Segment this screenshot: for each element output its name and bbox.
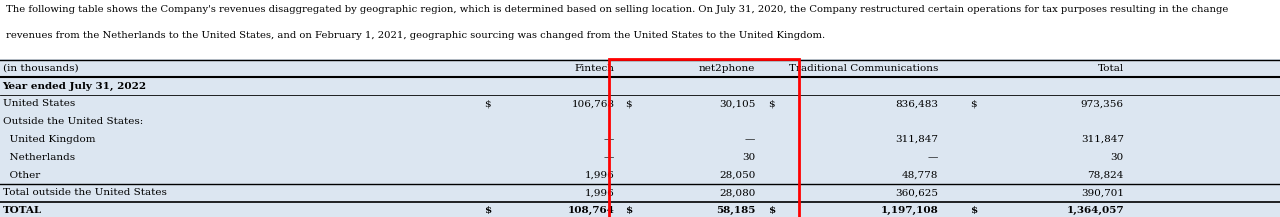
Text: 311,847: 311,847 [895, 135, 938, 144]
Text: Traditional Communications: Traditional Communications [788, 64, 938, 73]
Text: —: — [604, 153, 614, 162]
Text: $: $ [970, 206, 978, 215]
Text: 106,768: 106,768 [571, 99, 614, 108]
Bar [0, 113, 1280, 131]
Text: $: $ [484, 206, 492, 215]
Bar [0, 184, 1280, 202]
Bar [609, 59, 799, 217]
Text: $: $ [768, 99, 774, 108]
Text: TOTAL: TOTAL [3, 206, 42, 215]
Text: 836,483: 836,483 [895, 99, 938, 108]
Text: 973,356: 973,356 [1080, 99, 1124, 108]
Text: Total outside the United States: Total outside the United States [3, 188, 166, 197]
Text: The following table shows the Company's revenues disaggregated by geographic reg: The following table shows the Company's … [6, 5, 1229, 14]
Bar [0, 166, 1280, 184]
Bar [0, 202, 1280, 217]
Text: 30,105: 30,105 [719, 99, 755, 108]
Text: Fintech: Fintech [575, 64, 614, 73]
Bar [0, 77, 1280, 95]
Text: 108,764: 108,764 [567, 206, 614, 215]
Text: (in thousands): (in thousands) [3, 64, 78, 73]
Bar [0, 131, 1280, 148]
Text: 1,364,057: 1,364,057 [1066, 206, 1124, 215]
Text: —: — [604, 135, 614, 144]
Text: $: $ [625, 206, 632, 215]
Text: 30: 30 [742, 153, 755, 162]
Text: —: — [745, 135, 755, 144]
Text: 78,824: 78,824 [1088, 171, 1124, 180]
Text: Outside the United States:: Outside the United States: [3, 117, 143, 126]
Text: Netherlands: Netherlands [3, 153, 74, 162]
Text: revenues from the Netherlands to the United States, and on February 1, 2021, geo: revenues from the Netherlands to the Uni… [6, 31, 826, 40]
Text: 1,996: 1,996 [585, 188, 614, 197]
Bar [0, 59, 1280, 77]
Text: Year ended July 31, 2022: Year ended July 31, 2022 [3, 82, 147, 91]
Text: 58,185: 58,185 [716, 206, 755, 215]
Text: 1,996: 1,996 [585, 171, 614, 180]
Text: $: $ [768, 206, 776, 215]
Text: net2phone: net2phone [699, 64, 755, 73]
Text: United Kingdom: United Kingdom [3, 135, 95, 144]
Text: 28,050: 28,050 [719, 171, 755, 180]
Text: 30: 30 [1111, 153, 1124, 162]
Bar [0, 95, 1280, 113]
Text: —: — [928, 153, 938, 162]
Text: United States: United States [3, 99, 74, 108]
Text: 48,778: 48,778 [902, 171, 938, 180]
Text: $: $ [625, 99, 631, 108]
Text: $: $ [484, 99, 490, 108]
Text: $: $ [970, 99, 977, 108]
Text: 311,847: 311,847 [1080, 135, 1124, 144]
Text: Other: Other [3, 171, 40, 180]
Text: 360,625: 360,625 [895, 188, 938, 197]
Text: 390,701: 390,701 [1080, 188, 1124, 197]
Text: Total: Total [1097, 64, 1124, 73]
Bar [0, 148, 1280, 166]
Text: 1,197,108: 1,197,108 [881, 206, 938, 215]
Text: 28,080: 28,080 [719, 188, 755, 197]
